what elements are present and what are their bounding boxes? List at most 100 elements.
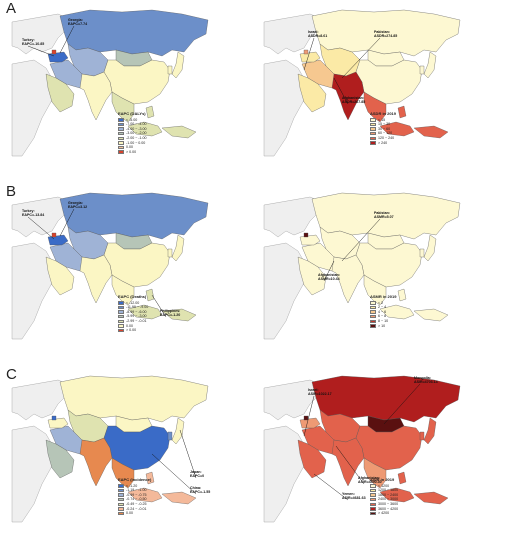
legend-item: 1200 ~ 1800: [370, 488, 398, 493]
legend-label: -0.49 ~ -0.25: [126, 501, 147, 506]
country-region-islands3: [161, 125, 197, 139]
legend-label: 1200 ~ 1800: [378, 488, 399, 493]
legend-item: 0.00: [118, 324, 148, 329]
country-region-arabia: [297, 439, 327, 479]
choropleth-map: [11, 9, 209, 157]
legend-label: > 4200: [378, 511, 390, 516]
legend-item: 2 ~ 4: [370, 305, 396, 310]
legend-label: -0.24 ~ -0.01: [126, 506, 147, 511]
country-region-korea: [419, 65, 425, 75]
legend-item: 3000 ~ 3600: [370, 502, 398, 507]
country-region-turkey: [47, 417, 69, 429]
country-region-japan: [171, 417, 185, 445]
legend-swatch: [118, 484, 124, 488]
annotation-leader-line: [333, 77, 349, 105]
legend-swatch: [370, 493, 376, 497]
country-region-south: [79, 437, 113, 487]
legend-swatch: [370, 488, 376, 493]
legend-swatch: [370, 310, 376, 314]
legend-label: -3.00 ~ -2.00: [126, 131, 147, 136]
legend-item: 2400 ~ 3000: [370, 497, 398, 502]
annotation-line: ASMR=10.44: [318, 277, 340, 282]
legend-label: 6 ~ 8: [378, 314, 387, 319]
annotation-line: EAPC=0: [190, 474, 205, 479]
country-region-islands1: [127, 304, 163, 320]
legend-label: -8.99 ~ -6.00: [126, 309, 147, 314]
legend-swatch: [118, 319, 124, 323]
context-land-africa: [263, 425, 307, 523]
annotation-leader-line: [341, 218, 381, 262]
legend-item: > 4200: [370, 511, 398, 516]
country-region-islands2: [145, 471, 155, 485]
legend-swatch: [118, 127, 124, 131]
annotation-leader-line: [151, 294, 167, 318]
legend-label: < -1.20: [126, 483, 138, 488]
country-annotation: Israel: ASDR=8.61: [308, 30, 327, 38]
country-annotation: Georgia: EAPC=7.74: [68, 18, 87, 26]
legend-item: -0.24 ~ -0.01: [118, 507, 151, 512]
legend-item: 3600 ~ 4200: [370, 507, 398, 512]
annotation-line: Afghanistan:: [358, 476, 380, 480]
legend-title: ASMR in 2019: [370, 294, 397, 299]
legend-item: 8 ~ 10: [370, 319, 396, 324]
legend-label: 0.00: [126, 323, 133, 328]
legend-item: -7.00 ~ -4.00: [118, 122, 146, 127]
annotation-line: Georgia:: [68, 201, 83, 205]
choropleth-map: [263, 192, 461, 340]
annotation-leader-line: [59, 25, 75, 54]
country-region-arabia: [45, 256, 75, 296]
annotation-leader-line: [179, 429, 197, 479]
map-legend: ASIR in 2019 < 1200 1200 ~ 1800 1800 ~ 2400…: [370, 477, 398, 516]
annotation-line: Turkey:: [22, 38, 35, 42]
legend-swatch: [118, 314, 124, 319]
legend-item: < 15: [370, 118, 396, 123]
legend-item: -5.99 ~ -3.00: [118, 314, 148, 319]
legend-label: < -12.00: [126, 300, 140, 305]
country-region-islands3: [161, 308, 197, 322]
legend-swatch: [118, 488, 124, 493]
country-region-islands3: [161, 491, 197, 505]
country-region-korea: [167, 248, 173, 258]
country-region-islands1: [379, 487, 415, 503]
country-region-accentC: [303, 232, 309, 238]
country-region-turkey: [47, 234, 69, 246]
legend-label: -2.99 ~ -0.01: [126, 318, 147, 323]
legend-swatch: [118, 493, 124, 497]
country-annotation: Turkey: EAPC=-13.84: [22, 209, 44, 217]
country-region-sea: [363, 457, 387, 489]
country-region-islands3: [413, 308, 449, 322]
country-annotation: Afghanistan: ASMR=10.44: [318, 273, 340, 281]
legend-swatch: [370, 319, 376, 323]
legend-title: EAPC (Incidence): [118, 477, 152, 482]
annotation-line: Afghanistan:: [342, 96, 364, 100]
legend-item: > 0.00: [118, 150, 146, 155]
legend-title: ASDR in 2019: [370, 111, 397, 116]
annotation-line: ASDR=267.85: [342, 100, 366, 105]
legend-label: > 0.00: [126, 149, 137, 154]
legend-label: -1.19 ~ -1.00: [126, 488, 147, 493]
legend-swatch: [118, 305, 124, 310]
legend-swatch: [370, 502, 376, 506]
country-region-south: [79, 254, 113, 304]
legend-item: 1800 ~ 2400: [370, 493, 398, 498]
country-annotation: Afghanistan: ASDR=267.85: [342, 96, 365, 104]
annotation-line: China:: [190, 486, 202, 490]
legend-item: 6 ~ 8: [370, 314, 396, 319]
annotation-leader-line: [27, 216, 55, 240]
annotation-leader-line: [303, 395, 315, 437]
annotation-leader-line: [27, 45, 55, 57]
legend-label: 8 ~ 10: [378, 318, 389, 323]
map-legend: EAPC (DALYs) < -5.00 -7.00 ~ -4.00 -4.00 ~ …: [118, 111, 147, 155]
legend-swatch: [370, 484, 376, 488]
country-region-sea: [111, 91, 135, 123]
legend-swatch: [118, 141, 124, 145]
legend-title: ASIR in 2019: [370, 477, 395, 482]
annotation-line: EAPC=3.12: [68, 205, 88, 210]
country-annotation: Philippines: EAPC=-1.20: [160, 309, 180, 317]
legend-swatch: [118, 122, 124, 127]
country-region-arabia: [45, 73, 75, 113]
panel-label: C: [6, 366, 17, 383]
country-region-islands2: [145, 105, 155, 119]
country-region-arabia: [297, 73, 327, 113]
annotation-line: Pakistan:: [374, 30, 390, 34]
